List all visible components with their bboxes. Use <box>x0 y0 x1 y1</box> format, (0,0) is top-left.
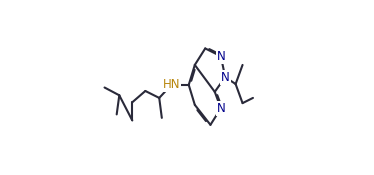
Text: N: N <box>217 102 225 115</box>
Text: N: N <box>221 71 230 84</box>
Text: HN: HN <box>163 78 180 91</box>
Text: N: N <box>217 50 225 63</box>
